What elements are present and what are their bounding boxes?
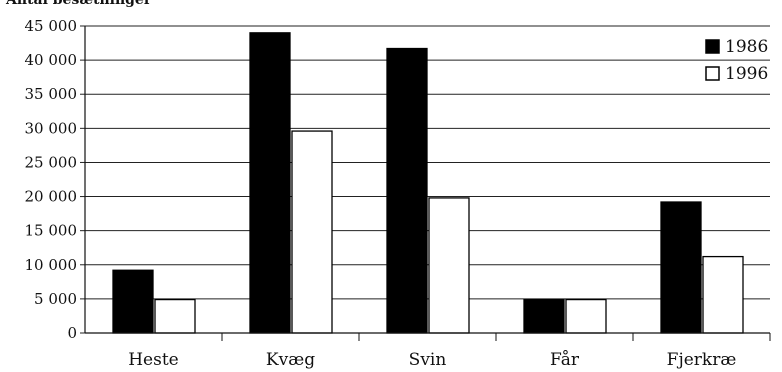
- y-tick-label: 15 000: [25, 222, 78, 240]
- y-tick-label: 30 000: [25, 119, 78, 137]
- y-tick-label: 25 000: [25, 153, 78, 171]
- y-tick-label: 40 000: [25, 51, 78, 69]
- y-tick-label: 10 000: [25, 256, 78, 274]
- y-axis-title: Antal besætninger: [5, 0, 152, 8]
- bar-1986-Fjerkræ: [660, 201, 702, 334]
- y-tick-label: 20 000: [25, 188, 78, 206]
- bar-1986-Får: [523, 298, 565, 334]
- x-category-label: Svin: [409, 350, 447, 370]
- bar-1986-Kvæg: [249, 32, 291, 334]
- y-tick-label: 45 000: [25, 17, 78, 35]
- y-axis-ticks: 0 5 000 10 000 15 000 20 000 25 000 30 000 35 0…: [25, 17, 85, 342]
- y-tick-label: 35 000: [25, 85, 78, 103]
- x-category-label: Fjerkræ: [667, 350, 737, 370]
- legend-swatch-1986: [705, 39, 720, 54]
- bar-1986-Heste: [112, 269, 154, 334]
- x-axis: Heste Kvæg Svin Får Fjerkræ: [84, 26, 771, 370]
- bar-1996-Heste: [154, 298, 196, 334]
- bar-1996-Fjerkræ: [702, 255, 744, 334]
- bar-1986-Svin: [386, 47, 428, 334]
- bar-1996-Får: [565, 298, 607, 334]
- legend-label: 1986: [725, 37, 768, 57]
- legend: 1986 1996: [705, 37, 768, 84]
- bar-1996-Svin: [428, 197, 470, 334]
- bars: [112, 32, 744, 334]
- x-category-label: Får: [550, 350, 580, 370]
- x-category-label: Heste: [128, 350, 179, 370]
- legend-label: 1996: [725, 64, 768, 84]
- legend-swatch-1996: [705, 66, 720, 81]
- y-tick-label: 5 000: [34, 290, 77, 308]
- bar-1996-Kvæg: [291, 130, 333, 334]
- y-tick-label: 0: [67, 324, 77, 342]
- x-category-label: Kvæg: [266, 350, 315, 370]
